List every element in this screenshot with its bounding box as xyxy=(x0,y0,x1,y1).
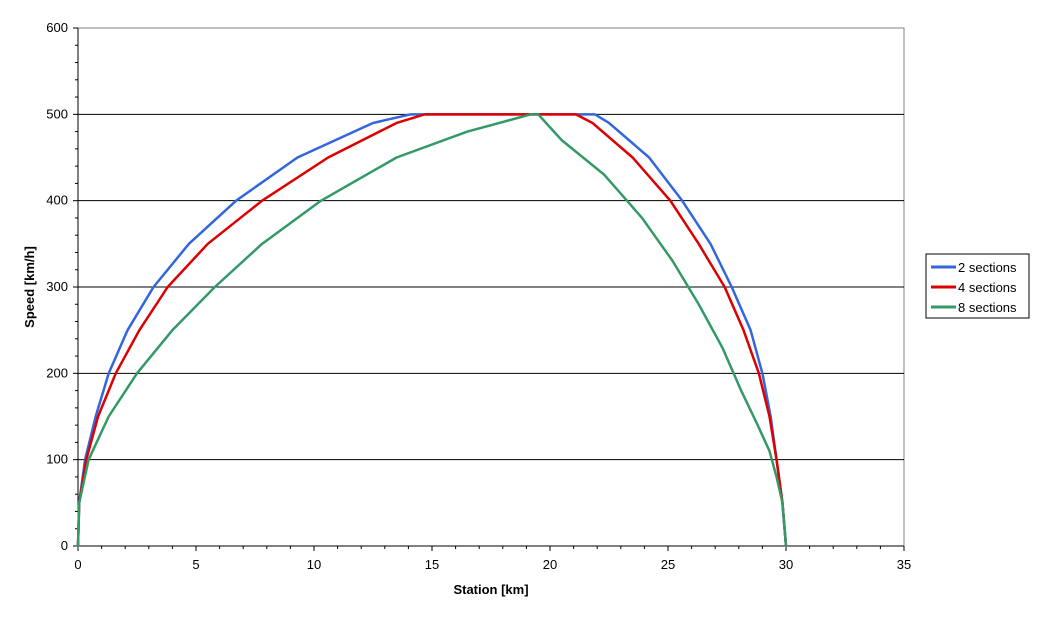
x-tick-label: 20 xyxy=(543,557,557,572)
x-tick-label: 30 xyxy=(779,557,793,572)
x-tick-label: 10 xyxy=(307,557,321,572)
y-tick-label: 600 xyxy=(46,20,68,35)
y-tick-label: 100 xyxy=(46,452,68,467)
tick-labels: 0 100 200 300 400 500 600 0 5 10 15 20 25 30 35 xyxy=(46,20,911,572)
x-axis-title: Station [km] xyxy=(453,582,528,597)
series-line-3 xyxy=(76,113,788,548)
series-lines xyxy=(76,113,788,548)
legend-label-1: 2 sections xyxy=(958,260,1017,275)
series-line-2 xyxy=(76,113,788,548)
x-tick-label: 0 xyxy=(74,557,81,572)
x-tick-label: 35 xyxy=(897,557,911,572)
x-tick-label: 15 xyxy=(425,557,439,572)
y-tick-label: 500 xyxy=(46,106,68,121)
y-tick-label: 200 xyxy=(46,365,68,380)
x-tick-label: 25 xyxy=(661,557,675,572)
legend-label-3: 8 sections xyxy=(958,300,1017,315)
axes xyxy=(73,27,905,551)
x-tick-label: 5 xyxy=(192,557,199,572)
y-tick-label: 400 xyxy=(46,193,68,208)
y-axis-title: Speed [km/h] xyxy=(22,246,37,328)
legend-label-2: 4 sections xyxy=(958,280,1017,295)
y-tick-label: 0 xyxy=(61,538,68,553)
y-tick-label: 300 xyxy=(46,279,68,294)
legend: 2 sections 4 sections 8 sections xyxy=(925,253,1030,319)
